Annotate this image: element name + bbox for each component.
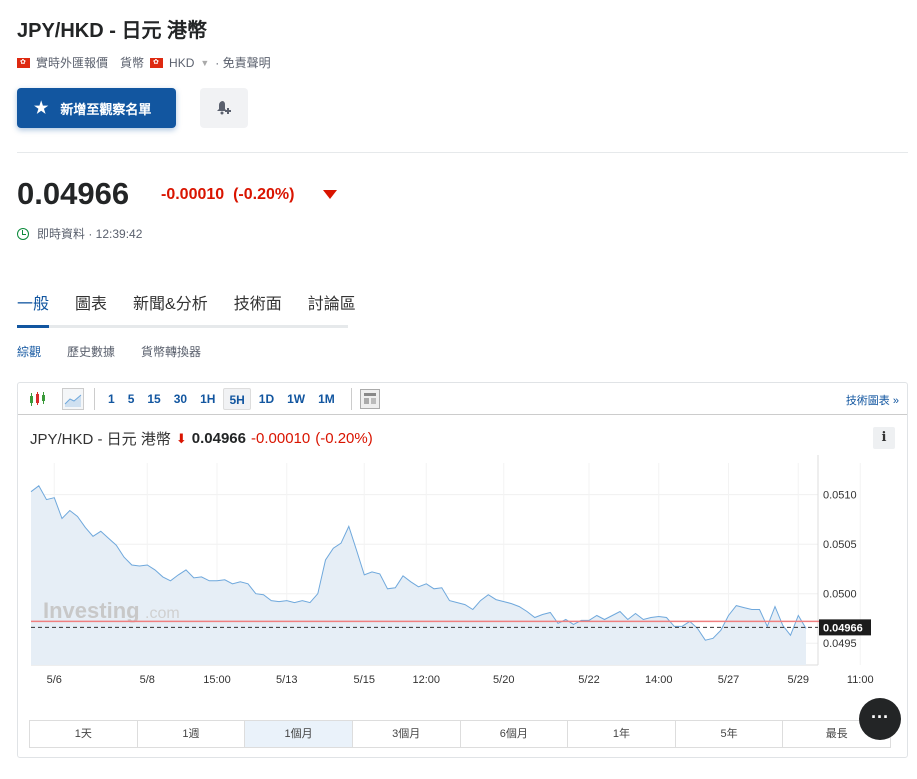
last-price-badge bbox=[819, 619, 871, 636]
period-button[interactable]: 1天 bbox=[30, 721, 138, 747]
interval-30[interactable]: 30 bbox=[173, 391, 188, 406]
sub-tabs: 綜觀 歷史數據 貨幣轉換器 bbox=[17, 343, 201, 360]
watermark-logo: .com bbox=[145, 605, 180, 622]
period-button[interactable]: 1個月 bbox=[245, 721, 353, 747]
chart-toolbar: 1 5 15 30 1H 5H 1D 1W 1M 技術圖表 » bbox=[18, 383, 907, 415]
period-button[interactable]: 最長 bbox=[825, 728, 848, 740]
interval-1h[interactable]: 1H bbox=[200, 391, 216, 406]
x-tick-label: 5/6 bbox=[47, 674, 62, 685]
tab-chart[interactable]: 圖表 bbox=[75, 296, 108, 313]
interval-buttons: 1 5 15 30 1H 5H 1D 1W 1M bbox=[103, 387, 343, 410]
y-tick-label: 0.0500 bbox=[823, 589, 857, 601]
chart-panel: 1 5 15 30 1H 5H 1D 1W 1M 技術圖表 » JPY/HKD - 日元 港幣 … bbox=[17, 382, 908, 758]
disclaimer-link[interactable]: · 免責聲明 bbox=[215, 56, 271, 70]
clock-icon bbox=[17, 227, 29, 240]
divider bbox=[17, 152, 908, 153]
currency-select[interactable]: HKD bbox=[169, 55, 195, 70]
price-area bbox=[31, 485, 806, 665]
hk-flag-icon bbox=[17, 57, 30, 68]
tab-technical[interactable]: 技術面 bbox=[233, 296, 282, 313]
x-tick-label: 15:00 bbox=[203, 674, 231, 685]
quote-status: 即時資料 · 12:39:42 bbox=[17, 225, 142, 242]
change-percent: (-0.20%) bbox=[233, 186, 295, 203]
tab-forum[interactable]: 討論區 bbox=[307, 296, 356, 313]
x-tick-label: 5/22 bbox=[578, 674, 599, 685]
bell-plus-icon bbox=[217, 101, 231, 115]
tab-indicator bbox=[17, 325, 348, 328]
x-tick-label: 5/20 bbox=[493, 674, 514, 685]
last-price: 0.04966 bbox=[17, 176, 130, 211]
main-tabs: 一般 圖表 新聞&分析 技術面 討論區 bbox=[17, 290, 356, 314]
x-tick-label: 5/27 bbox=[718, 674, 739, 685]
price-line bbox=[30, 485, 807, 641]
page-title: JPY/HKD - 日元 港幣 bbox=[17, 20, 208, 42]
star-icon: ★ bbox=[34, 100, 49, 117]
period-button[interactable]: 5年 bbox=[676, 721, 784, 747]
quote-meta: 實時外匯報價 貨幣 HKD ▼ · 免責聲明 bbox=[17, 54, 271, 71]
chart-change: -0.00010 bbox=[251, 430, 311, 447]
realtime-label: 實時外匯報價 bbox=[36, 56, 109, 70]
watermark-logo: Investing bbox=[43, 598, 140, 623]
interval-1w[interactable]: 1W bbox=[287, 391, 306, 406]
y-tick-label: 0.0505 bbox=[823, 539, 857, 551]
price-change: -0.00010 (-0.20%) bbox=[161, 186, 294, 204]
add-alert-button[interactable] bbox=[200, 88, 248, 128]
x-tick-label: 14:00 bbox=[645, 674, 673, 685]
toolbar-divider bbox=[350, 387, 352, 410]
chart-instrument-name: JPY/HKD - 日元 港幣 bbox=[30, 431, 171, 448]
period-button[interactable]: 6個月 bbox=[461, 721, 569, 747]
x-tick-label: 5/13 bbox=[276, 674, 297, 685]
layout-icon[interactable] bbox=[359, 388, 380, 409]
period-button[interactable]: 3個月 bbox=[353, 721, 461, 747]
y-tick-label: 0.0510 bbox=[823, 490, 857, 502]
x-tick-label: 11:00 bbox=[847, 674, 874, 685]
price-chart[interactable]: 0.0510 0.0505 0.0500 0.0495 5/6 5/8 15:00 5/13 5… bbox=[18, 455, 907, 685]
x-tick-label: 12:00 bbox=[412, 674, 440, 685]
toolbar-divider bbox=[94, 387, 95, 410]
x-tick-label: 5/29 bbox=[788, 674, 809, 685]
y-tick-label: 0.0495 bbox=[823, 638, 857, 650]
interval-1[interactable]: 1 bbox=[108, 391, 115, 406]
change-value: -0.00010 bbox=[161, 186, 225, 203]
chart-change-percent: (-0.20%) bbox=[315, 430, 373, 447]
subtab-currency-converter[interactable]: 貨幣轉換器 bbox=[141, 345, 202, 359]
chevron-down-icon[interactable]: ▼ bbox=[200, 57, 210, 68]
interval-5h[interactable]: 5H bbox=[223, 387, 251, 410]
add-to-watchlist-button[interactable]: ★ 新增至觀察名單 bbox=[17, 88, 176, 128]
period-selector: 1天 1週 1個月 3個月 6個月 1年 5年 最長 bbox=[29, 720, 891, 748]
area-chart-icon[interactable] bbox=[62, 387, 84, 410]
x-tick-label: 5/8 bbox=[140, 674, 155, 685]
hk-flag-icon bbox=[150, 57, 164, 68]
interval-1m[interactable]: 1M bbox=[318, 391, 335, 406]
tab-news-analysis[interactable]: 新聞&分析 bbox=[133, 296, 208, 313]
subtab-historical-data[interactable]: 歷史數據 bbox=[67, 345, 116, 359]
info-button[interactable]: i bbox=[873, 427, 895, 449]
down-arrow-icon: ⬇ bbox=[175, 430, 187, 446]
interval-1d[interactable]: 1D bbox=[258, 391, 275, 406]
interval-5[interactable]: 5 bbox=[127, 391, 135, 406]
more-options-button[interactable]: ··· bbox=[859, 698, 901, 740]
last-price-label: 0.04966 bbox=[823, 622, 863, 634]
period-button[interactable]: 1週 bbox=[138, 721, 246, 747]
status-text: 即時資料 · 12:39:42 bbox=[37, 227, 143, 241]
subtab-overview[interactable]: 綜觀 bbox=[17, 345, 42, 359]
technical-chart-link[interactable]: 技術圖表 » bbox=[845, 395, 899, 407]
x-tick-label: 5/15 bbox=[354, 674, 375, 685]
watchlist-label: 新增至觀察名單 bbox=[60, 101, 152, 117]
currency-label: 貨幣 bbox=[120, 56, 145, 70]
chart-title: JPY/HKD - 日元 港幣 ⬇ 0.04966 -0.00010 (-0.2… bbox=[30, 428, 373, 449]
interval-15[interactable]: 15 bbox=[147, 391, 161, 406]
candlestick-icon[interactable] bbox=[28, 389, 48, 409]
period-button[interactable]: 1年 bbox=[568, 721, 676, 747]
tab-general[interactable]: 一般 bbox=[17, 296, 50, 313]
down-triangle-icon bbox=[323, 190, 337, 199]
chart-price: 0.04966 bbox=[191, 430, 246, 447]
